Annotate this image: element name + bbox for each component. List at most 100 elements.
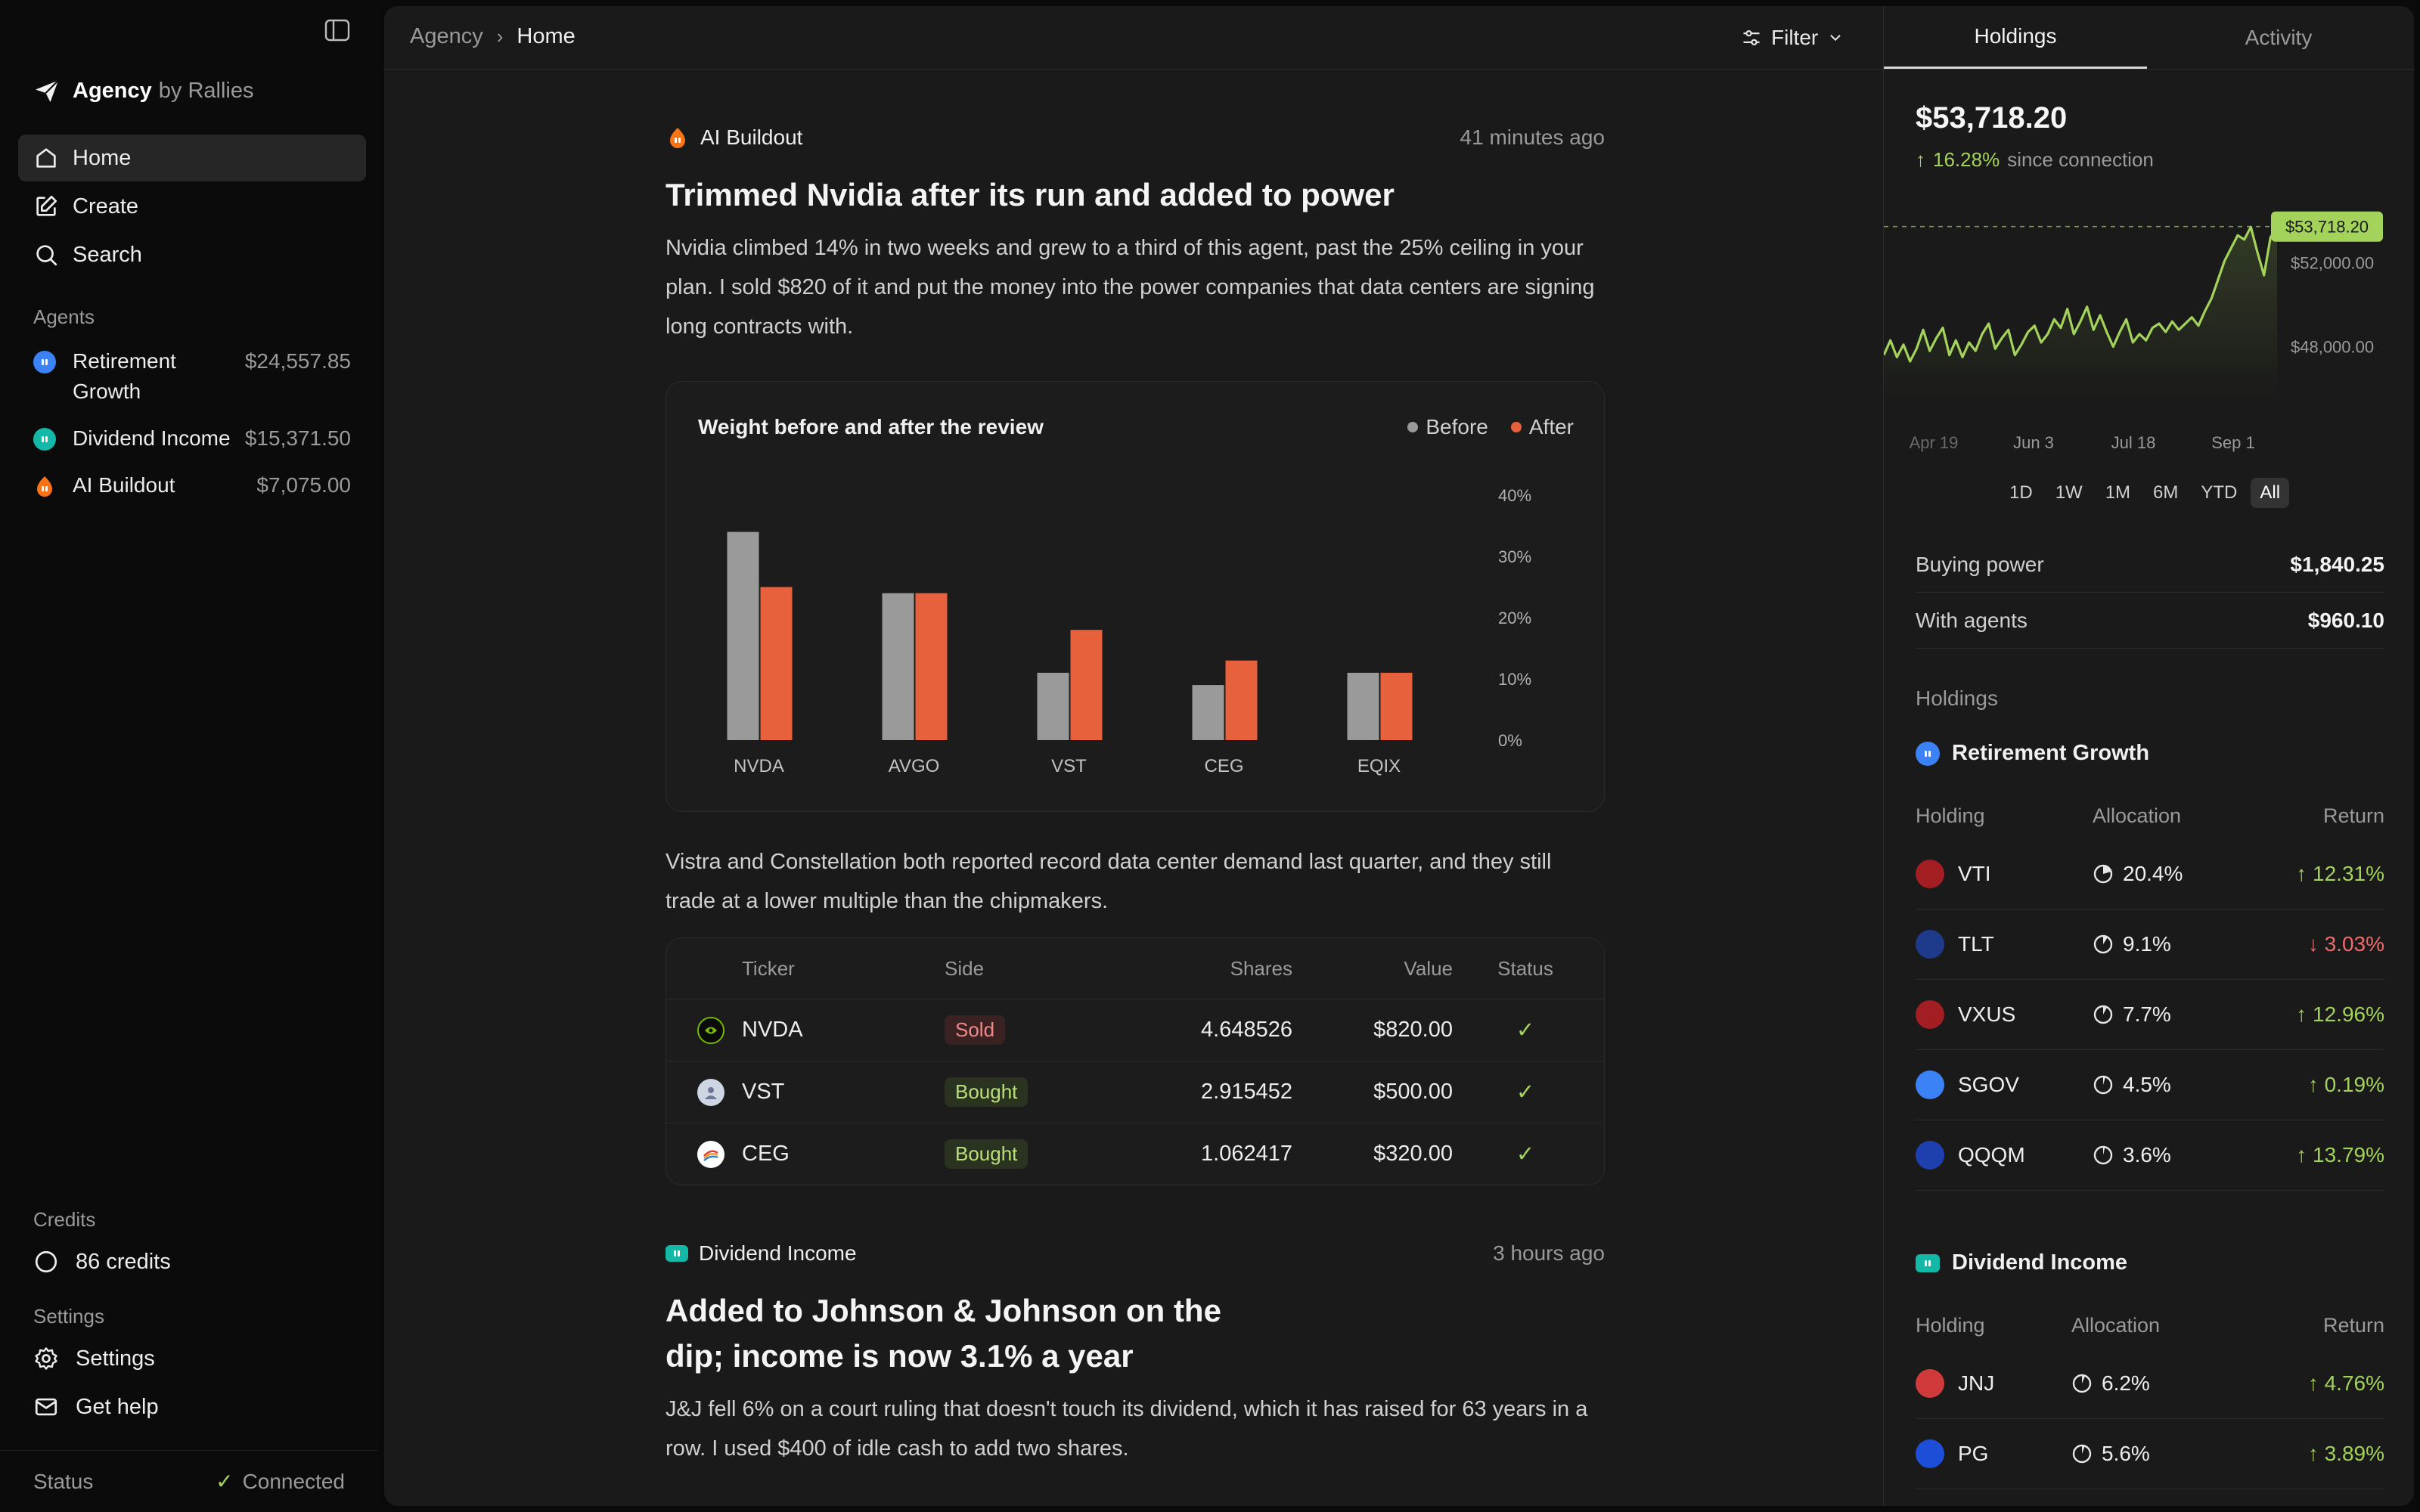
retirement-holdings-table: Holding Allocation Return VTI 20.4% ↑ 12.3… (1916, 792, 2384, 1191)
retirement-agent-icon (1916, 741, 1940, 766)
range-all[interactable]: All (2251, 478, 2290, 508)
x-tick-label: NVDA (734, 756, 784, 776)
ticker-logo-icon (1916, 1369, 1944, 1398)
post-agent-name[interactable]: AI Buildout (700, 125, 803, 149)
allocation-cell: 3.6% (2093, 1143, 2244, 1167)
allocation-cell: 20.4% (2093, 862, 2244, 886)
ticker-logo-icon (1916, 1141, 1944, 1170)
weight-bar-chart: Weight before and after the review Befor… (666, 381, 1605, 812)
holding-ticker: QQQM (1958, 1143, 2025, 1167)
agent-item-retirement-growth[interactable]: Retirement Growth $24,557.85 (33, 346, 351, 407)
value: $320.00 (1373, 1142, 1453, 1166)
get-help-label: Get help (76, 1394, 159, 1419)
nav-item-create[interactable]: Create (18, 183, 366, 230)
sidebar-toggle-icon (324, 19, 350, 42)
tab-holdings[interactable]: Holdings (1884, 6, 2147, 69)
gain-since: since connection (2007, 148, 2154, 171)
y-tick-label: $48,000.00 (2291, 338, 2374, 357)
post-body: Nvidia climbed 14% in two weeks and grew… (666, 236, 1595, 339)
range-ytd[interactable]: YTD (2201, 482, 2238, 503)
table-row[interactable]: VST Bought 2.915452 $500.00 ✓ (666, 1061, 1604, 1123)
post-agent-name[interactable]: Dividend Income (699, 1241, 857, 1265)
return-value: ↑ 3.89% (2307, 1442, 2384, 1465)
allocation-cell: 5.6% (2071, 1442, 2223, 1466)
main-content: Agency › Home Filter AI Buildout 41 minu… (384, 6, 2414, 1506)
allocation-value: 7.7% (2123, 1002, 2171, 1026)
buying-power-label: Buying power (1916, 552, 2044, 576)
agent-value: $7,075.00 (256, 473, 351, 497)
portfolio-balance: $53,718.20 (1916, 101, 2068, 135)
holding-row[interactable]: JNJ 6.2% ↑ 4.76% (1916, 1349, 2384, 1419)
table-row[interactable]: CEG Bought 1.062417 $320.00 ✓ (666, 1123, 1604, 1185)
holding-row[interactable]: VTI 20.4% ↑ 12.31% (1916, 839, 2384, 909)
sidebar-toggle-button[interactable] (321, 17, 354, 44)
with-agents-row: With agents $960.10 (1916, 593, 2384, 649)
side-cell: Bought (945, 1077, 1103, 1107)
group-title-retirement[interactable]: Retirement Growth (1916, 741, 2149, 766)
range-1w[interactable]: 1W (2055, 482, 2083, 503)
range-1m[interactable]: 1M (2105, 482, 2131, 503)
shares: 1.062417 (1201, 1142, 1292, 1166)
line-area-fill (1884, 226, 2277, 399)
holding-row[interactable]: SGOV 4.5% ↑ 0.19% (1916, 1050, 2384, 1120)
holding-row[interactable]: QQQM 3.6% ↑ 13.79% (1916, 1120, 2384, 1191)
holding-row[interactable]: TLT 9.1% ↓ 3.03% (1916, 909, 2384, 980)
range-1d[interactable]: 1D (2009, 482, 2033, 503)
current-value-badge (2271, 211, 2383, 242)
breadcrumb-agency[interactable]: Agency (410, 24, 483, 48)
nav-item-home[interactable]: Home (18, 135, 366, 181)
ai-agent-icon (666, 125, 690, 150)
return-value: ↑ 4.76% (2307, 1371, 2384, 1395)
constellation-logo-icon (697, 1140, 724, 1168)
post-header: Dividend Income 3 hours ago (666, 1238, 1605, 1269)
range-6m[interactable]: 6M (2153, 482, 2179, 503)
post-title: Added to Johnson & Johnson on the dip; i… (666, 1293, 1221, 1374)
nav-item-search[interactable]: Search (18, 231, 366, 278)
dividend-agent-icon (666, 1245, 688, 1262)
holding-row[interactable]: VXUS 7.7% ↑ 12.96% (1916, 980, 2384, 1050)
shares: 4.648526 (1201, 1018, 1292, 1042)
return-value: ↑ 13.79% (2296, 1143, 2384, 1167)
nav-label: Create (73, 194, 139, 218)
allocation-value: 5.6% (2102, 1442, 2150, 1465)
get-help-link[interactable]: Get help (33, 1394, 159, 1420)
col-shares: Shares (1230, 956, 1292, 980)
legend-label: After (1528, 415, 1574, 438)
return-value: ↓ 3.03% (2307, 932, 2384, 956)
bar-before-nvda (727, 531, 759, 740)
bar-chart-plot: NVDA AVGO VST CEG EQIX 40% 30% 20% 10% 0% (727, 486, 1531, 776)
legend-swatch-before (1407, 422, 1419, 432)
col-status: Status (1497, 956, 1553, 980)
allocation-pie-icon (2093, 1005, 2113, 1024)
status-label: Status (33, 1469, 94, 1493)
settings-section-label: Settings (33, 1305, 104, 1328)
feed-post-dividend-income: Dividend Income 3 hours ago Added to Joh… (666, 1185, 1605, 1468)
tab-activity[interactable]: Activity (2245, 25, 2313, 49)
brand[interactable]: Agency by Rallies (33, 77, 253, 104)
group-title-dividend[interactable]: Dividend Income (1916, 1250, 2127, 1275)
agent-item-ai-buildout[interactable]: AI Buildout $7,075.00 (33, 470, 351, 500)
gear-icon (35, 1347, 57, 1370)
breadcrumb: Agency › Home (410, 24, 576, 49)
agent-item-dividend-income[interactable]: Dividend Income $15,371.50 (33, 423, 351, 454)
nvidia-logo-icon (697, 1016, 724, 1044)
holdings-section-label: Holdings (1916, 686, 1998, 710)
brand-name: Agency (73, 78, 152, 103)
retirement-agent-icon (33, 351, 56, 373)
filter-button[interactable]: Filter (1741, 21, 1844, 54)
x-tick-label: Jul 18 (2111, 433, 2156, 452)
table-row[interactable]: NVDA Sold 4.648526 $820.00 ✓ (666, 999, 1604, 1061)
return-value: ↑ 12.96% (2296, 1002, 2384, 1026)
holding-ticker: JNJ (1958, 1371, 1995, 1395)
settings-link[interactable]: Settings (33, 1346, 155, 1371)
status-check-icon: ✓ (1516, 1142, 1535, 1167)
allocation-cell: 9.1% (2093, 932, 2244, 956)
side-badge: Bought (945, 1077, 1028, 1107)
holding-cell: QQQM (1916, 1141, 2093, 1170)
holding-row[interactable]: PG 5.6% ↑ 3.89% (1916, 1419, 2384, 1489)
col-value: Value (1404, 956, 1453, 980)
allocation-pie-icon (2093, 1145, 2113, 1165)
credits-link[interactable]: 86 credits (33, 1249, 171, 1275)
x-tick-label: Jun 3 (2013, 433, 2054, 452)
mail-icon (35, 1398, 57, 1416)
